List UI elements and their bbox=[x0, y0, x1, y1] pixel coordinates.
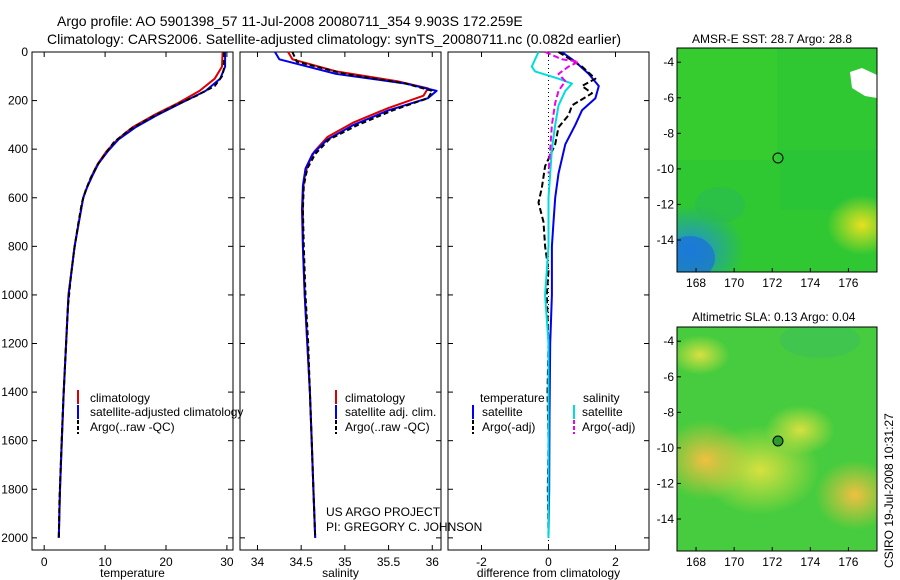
x-tick-label: 20 bbox=[159, 555, 173, 569]
x-axis-label: salinity bbox=[322, 566, 359, 580]
sst-map-image bbox=[677, 48, 877, 272]
sla-map-panel: Altimetric SLA: 0.13 Argo: 0.04 168 170 17… bbox=[657, 310, 878, 569]
y-tick-label: 1800 bbox=[1, 482, 28, 496]
y-tick-label: 1400 bbox=[1, 385, 28, 399]
sla-map-image bbox=[677, 327, 877, 551]
x-tick-label: 0 bbox=[545, 555, 552, 569]
map-x-tick-label: 176 bbox=[838, 276, 858, 290]
timestamp-stamp: CSIRO 19-Jul-2008 10:31:27 bbox=[882, 413, 896, 568]
legend-label-sal-satellite: satellite bbox=[582, 405, 623, 419]
y-tick-label: 0 bbox=[21, 45, 28, 59]
series-line-temperature-argo-adj bbox=[537, 51, 597, 538]
pi-credit: PI: GREGORY C. JOHNSON bbox=[326, 520, 482, 534]
map-y-tick-label: -6 bbox=[663, 370, 674, 384]
difference-legend: temperature salinity satellite Argo(-adj… bbox=[472, 391, 635, 434]
series-line-salinity-argo-adj bbox=[544, 51, 580, 174]
map-y-tick-label: -4 bbox=[663, 334, 674, 348]
legend-label-argo: Argo(..raw -QC) bbox=[90, 420, 175, 434]
x-axis-label: temperature bbox=[100, 566, 165, 580]
map-y-tick-label: -14 bbox=[657, 233, 675, 247]
legend-label-climatology: climatology bbox=[90, 391, 150, 405]
y-tick-label: 200 bbox=[8, 94, 28, 108]
x-axis-label: difference from climatology bbox=[477, 566, 620, 580]
map-y-tick-label: -4 bbox=[663, 55, 674, 69]
series-line-temperature-satellite bbox=[547, 51, 600, 538]
map-y-tick-label: -12 bbox=[657, 476, 675, 490]
y-tick-label: 1200 bbox=[1, 337, 28, 351]
map-x-tick-label: 170 bbox=[724, 276, 744, 290]
x-tick-label: 34 bbox=[251, 555, 265, 569]
figure-title-line1: Argo profile: AO 5901398_57 11-Jul-2008 … bbox=[57, 13, 523, 29]
x-tick-label: 30 bbox=[220, 555, 234, 569]
map-y-tick-label: -6 bbox=[663, 91, 674, 105]
x-tick-label: 2 bbox=[612, 555, 619, 569]
map-x-tick-label: 174 bbox=[800, 276, 820, 290]
legend-label-temp-satellite: satellite bbox=[482, 405, 523, 419]
map-x-tick-label: 172 bbox=[762, 276, 782, 290]
x-tick-label: 34.5 bbox=[289, 555, 313, 569]
x-tick-label: 35.5 bbox=[377, 555, 401, 569]
series-line-salinity-satellite bbox=[530, 51, 573, 538]
series-line-argo-raw-qc bbox=[57, 52, 225, 538]
legend-title-temperature: temperature bbox=[480, 391, 545, 405]
temperature-profile-panel: 0 10 20 30 temperature 0 200 400 600 800 1000 1200 1… bbox=[1, 45, 234, 580]
map-x-tick-label: 174 bbox=[800, 555, 820, 569]
map-x-tick-label: 176 bbox=[838, 555, 858, 569]
plot-frame bbox=[31, 51, 234, 551]
x-tick-label: 35 bbox=[338, 555, 352, 569]
y-tick-label: 800 bbox=[8, 239, 28, 253]
sst-map-axes: 168 170 172 174 176 -14 -12 -10 -8 -6 -4 bbox=[657, 55, 859, 290]
legend-title-salinity: salinity bbox=[583, 391, 620, 405]
x-tick-label: -2 bbox=[476, 555, 487, 569]
argo-location-marker bbox=[772, 435, 784, 447]
sla-map-axes: 168 170 172 174 176 -14 -12 -10 -8 -6 -4 bbox=[657, 334, 859, 569]
x-tick-label: 0 bbox=[41, 555, 48, 569]
x-tick-label: 10 bbox=[98, 555, 112, 569]
map-x-tick-label: 172 bbox=[762, 555, 782, 569]
legend-label-climatology: climatology bbox=[345, 391, 405, 405]
plot-frame bbox=[239, 51, 442, 551]
y-tick-label: 1600 bbox=[1, 434, 28, 448]
y-tick-label: 400 bbox=[8, 142, 28, 156]
legend-label-temp-argo: Argo(-adj) bbox=[482, 420, 535, 434]
map-y-tick-label: -10 bbox=[657, 162, 675, 176]
legend-label-satellite-adjusted: satellite-adjusted climatology bbox=[90, 405, 243, 419]
map-x-tick-label: 170 bbox=[724, 555, 744, 569]
sla-map-title: Altimetric SLA: 0.13 Argo: 0.04 bbox=[692, 310, 856, 324]
map-y-tick-label: -8 bbox=[663, 405, 674, 419]
temperature-legend: climatology satellite-adjusted climatolo… bbox=[77, 390, 243, 434]
legend-label-satellite-adj: satellite adj. clim. bbox=[345, 405, 436, 419]
map-y-tick-label: -10 bbox=[657, 441, 675, 455]
series-line-satellite-adj-clim bbox=[274, 51, 438, 538]
argo-location-marker bbox=[772, 152, 784, 164]
x-tick-label: 36 bbox=[426, 555, 440, 569]
sst-map-title: AMSR-E SST: 28.7 Argo: 28.8 bbox=[692, 32, 852, 46]
legend-label-argo: Argo(..raw -QC) bbox=[345, 420, 430, 434]
y-tick-label: 1000 bbox=[1, 288, 28, 302]
project-credit: US ARGO PROJECT bbox=[326, 505, 441, 519]
legend-label-sal-argo: Argo(-adj) bbox=[582, 420, 635, 434]
salinity-profile-panel: 34 34.5 35 35.5 36 salinity bbox=[239, 51, 442, 580]
figure-title-line2: Climatology: CARS2006. Satellite-adjuste… bbox=[47, 31, 621, 47]
salinity-legend: climatology satellite adj. clim. Argo(..… bbox=[335, 390, 436, 434]
y-tick-label: 2000 bbox=[1, 531, 28, 545]
map-y-tick-label: -12 bbox=[657, 197, 675, 211]
map-y-tick-label: -14 bbox=[657, 512, 675, 526]
map-x-tick-label: 168 bbox=[686, 276, 706, 290]
series-line-satellite-adjusted-climatology bbox=[57, 52, 227, 538]
sst-map-panel: AMSR-E SST: 28.7 Argo: 28.8 168 170 172 174… bbox=[657, 32, 878, 290]
y-tick-label: 600 bbox=[8, 191, 28, 205]
map-x-tick-label: 168 bbox=[686, 555, 706, 569]
map-y-tick-label: -8 bbox=[663, 126, 674, 140]
